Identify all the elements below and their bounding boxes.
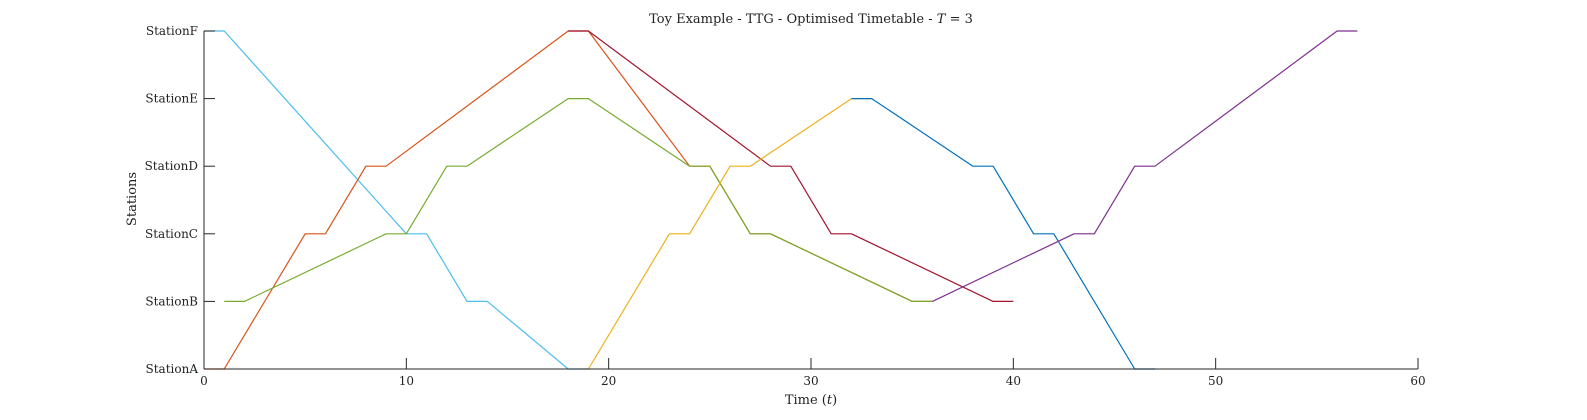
x-axis-label-suffix: ) bbox=[832, 393, 837, 408]
y-tick-label: StationF bbox=[146, 24, 198, 38]
y-tick-label: StationA bbox=[146, 362, 199, 376]
x-axis-label: Time (t) bbox=[785, 393, 837, 408]
y-tick-label: StationC bbox=[145, 227, 198, 241]
series-line-3 bbox=[224, 97, 933, 302]
series-line-1 bbox=[204, 30, 589, 370]
series-line-6 bbox=[851, 97, 1155, 370]
series-line-5 bbox=[587, 97, 872, 370]
y-tick-label: StationD bbox=[145, 159, 198, 173]
x-tick-label: 10 bbox=[399, 374, 414, 388]
series-line-7 bbox=[932, 30, 1358, 302]
x-tick-label: 40 bbox=[1006, 374, 1021, 388]
y-tick-label: StationB bbox=[145, 294, 198, 308]
series-lines bbox=[204, 30, 1358, 370]
x-tick-label: 0 bbox=[200, 374, 208, 388]
x-tick-label: 30 bbox=[803, 374, 818, 388]
x-tick-label: 20 bbox=[601, 374, 616, 388]
chart-title-suffix: = 3 bbox=[945, 12, 972, 27]
chart-title-variable: T bbox=[937, 12, 947, 27]
chart-title-prefix: Toy Example - TTG - Optimised Timetable … bbox=[649, 12, 937, 27]
x-tick-label: 50 bbox=[1208, 374, 1223, 388]
x-axis-ticks: 0 10 20 30 40 50 60 bbox=[200, 358, 1426, 388]
y-tick-label: StationE bbox=[145, 92, 198, 106]
chart-title: Toy Example - TTG - Optimised Timetable … bbox=[649, 12, 973, 27]
series-line-2 bbox=[204, 30, 933, 370]
y-axis-ticks: StationA StationB StationC StationD StationE… bbox=[145, 24, 215, 376]
x-axis-label-variable: t bbox=[827, 393, 833, 408]
series-line-4 bbox=[568, 30, 1014, 302]
y-axis-label: Stations bbox=[125, 172, 140, 226]
x-tick-label: 60 bbox=[1410, 374, 1425, 388]
x-axis-label-prefix: Time ( bbox=[785, 393, 827, 408]
